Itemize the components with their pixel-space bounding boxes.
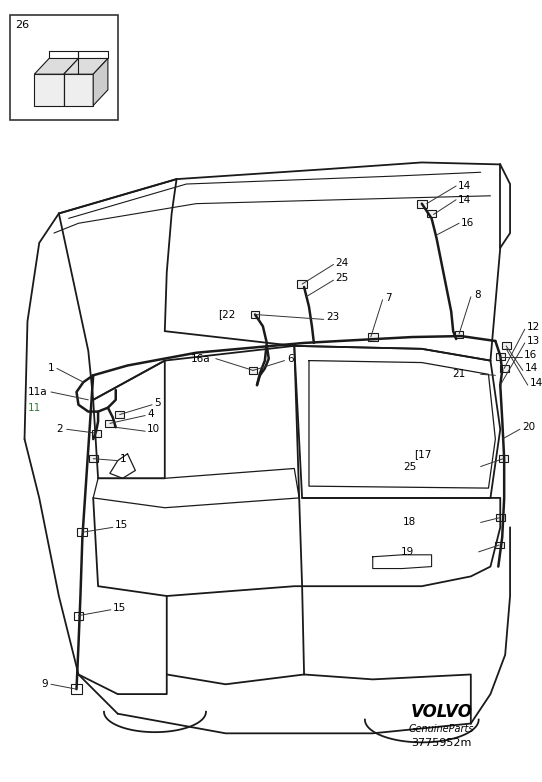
- Text: 24: 24: [335, 257, 349, 267]
- Text: 3775952m: 3775952m: [411, 738, 472, 748]
- Text: 19: 19: [401, 547, 414, 557]
- Text: 6: 6: [287, 353, 294, 364]
- Text: 4: 4: [147, 408, 154, 418]
- Polygon shape: [34, 74, 64, 106]
- Text: 25: 25: [404, 461, 417, 472]
- Bar: [249, 367, 257, 374]
- Bar: [115, 411, 124, 418]
- Bar: [499, 455, 508, 462]
- Polygon shape: [34, 59, 79, 74]
- Bar: [106, 420, 114, 427]
- Bar: [10, 16, 118, 120]
- Text: 25: 25: [335, 273, 349, 283]
- Text: 18: 18: [403, 518, 416, 527]
- Text: 15: 15: [113, 603, 126, 613]
- Bar: [297, 280, 307, 288]
- Text: 11a: 11a: [28, 387, 47, 397]
- Text: 8: 8: [474, 290, 480, 300]
- Bar: [496, 514, 505, 521]
- Text: 1: 1: [120, 454, 126, 464]
- Text: 16: 16: [524, 350, 537, 360]
- Text: 16a: 16a: [191, 353, 211, 364]
- Polygon shape: [93, 59, 108, 106]
- Bar: [250, 311, 260, 318]
- Bar: [455, 331, 463, 338]
- Text: 14: 14: [530, 378, 542, 388]
- Polygon shape: [64, 59, 108, 74]
- Text: 14: 14: [525, 364, 538, 374]
- Bar: [70, 684, 82, 694]
- Text: 10: 10: [147, 425, 160, 434]
- Text: 1: 1: [47, 364, 54, 374]
- Bar: [502, 343, 511, 350]
- Bar: [78, 529, 87, 536]
- Bar: [500, 365, 508, 372]
- Text: 13: 13: [527, 336, 540, 346]
- Bar: [89, 455, 98, 462]
- Text: 7: 7: [385, 292, 392, 303]
- Bar: [92, 430, 101, 436]
- Polygon shape: [64, 74, 93, 106]
- Text: 14: 14: [458, 181, 472, 191]
- Text: 20: 20: [522, 422, 535, 432]
- Bar: [417, 199, 427, 207]
- Text: 23: 23: [327, 313, 340, 322]
- Text: [22: [22: [218, 310, 235, 320]
- Text: 5: 5: [154, 398, 160, 407]
- Text: [17: [17: [414, 449, 431, 459]
- Bar: [368, 333, 378, 341]
- Bar: [496, 353, 505, 360]
- Bar: [495, 542, 504, 548]
- Text: 11: 11: [28, 403, 41, 413]
- Text: 2: 2: [56, 425, 63, 434]
- Text: VOLVO: VOLVO: [410, 703, 472, 721]
- Text: 9: 9: [41, 680, 48, 689]
- Text: 15: 15: [115, 520, 128, 530]
- Text: 26: 26: [15, 20, 29, 30]
- Text: 12: 12: [527, 322, 540, 332]
- Text: GenuineParts: GenuineParts: [409, 724, 474, 734]
- Text: 14: 14: [458, 195, 472, 205]
- Text: 16: 16: [461, 218, 474, 228]
- Bar: [74, 612, 83, 619]
- Text: 21: 21: [453, 369, 466, 379]
- Bar: [427, 210, 436, 217]
